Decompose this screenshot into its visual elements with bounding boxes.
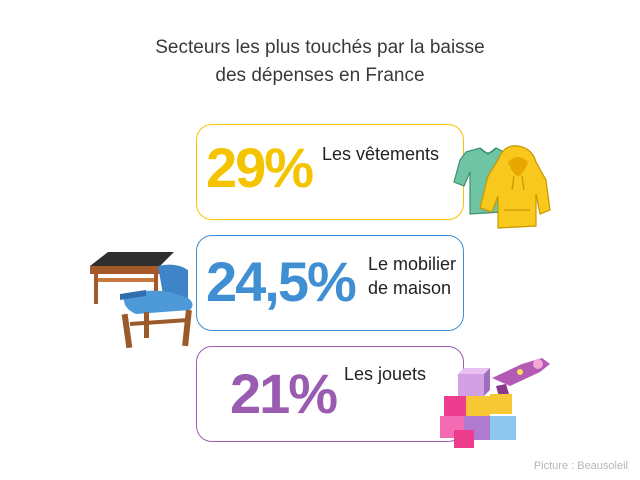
stat-label-furniture: Le mobilier de maison — [368, 252, 456, 300]
chart-title: Secteurs les plus touchés par la baisse … — [0, 34, 640, 90]
stat-label-furniture-line1: Le mobilier — [368, 254, 457, 274]
stat-label-clothes: Les vêtements — [322, 142, 439, 166]
furniture-icon — [90, 252, 193, 349]
stat-label-furniture-line2: de maison — [368, 278, 452, 298]
stat-label-toys: Les jouets — [344, 362, 426, 386]
stat-value-clothes: 29% — [206, 136, 314, 199]
stat-label-clothes-line1: Les vêtements — [322, 144, 440, 164]
stat-card-clothes — [196, 124, 464, 220]
stat-card-toys — [196, 346, 464, 442]
stat-label-toys-line1: Les jouets — [344, 364, 427, 384]
image-credit: Picture : Beausoleil — [533, 460, 628, 472]
clothes-icon — [453, 145, 551, 229]
title-line-2: des dépenses en France — [215, 65, 425, 86]
stat-value-furniture: 24,5% — [206, 250, 357, 313]
stat-card-furniture — [196, 235, 464, 331]
toys-icon — [440, 358, 550, 448]
title-line-1: Secteurs les plus touchés par la baisse — [155, 37, 485, 58]
stat-value-toys: 21% — [230, 362, 338, 425]
